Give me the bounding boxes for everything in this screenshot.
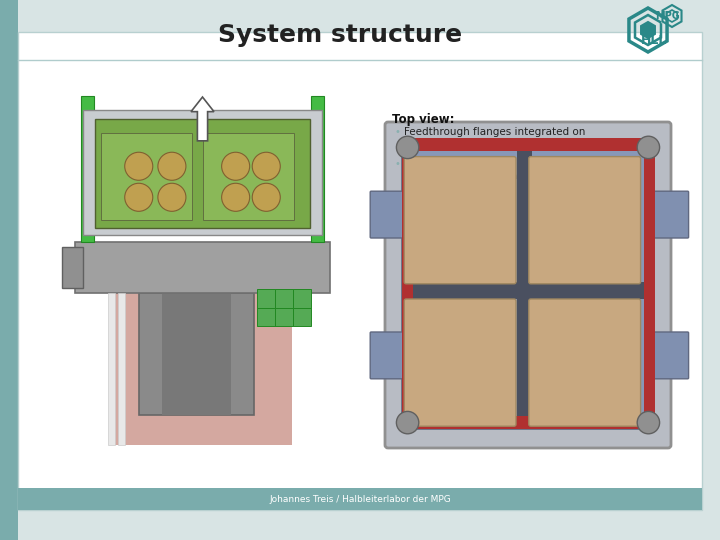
FancyBboxPatch shape (370, 191, 406, 238)
Text: Displacement wrt. ASM accommodated by
"Double L" shaped patchpanel: Displacement wrt. ASM accommodated by "D… (404, 159, 626, 180)
Bar (0, 0, 18, 540)
Polygon shape (641, 22, 655, 38)
Circle shape (397, 136, 419, 159)
FancyBboxPatch shape (75, 242, 330, 293)
FancyBboxPatch shape (402, 141, 654, 429)
Bar (18, 32, 702, 510)
FancyBboxPatch shape (653, 191, 688, 238)
Bar (257, 307, 275, 326)
Bar (293, 289, 311, 307)
FancyBboxPatch shape (528, 299, 641, 426)
Circle shape (158, 152, 186, 180)
Text: Insertion fo comlete FPA stack from below: Insertion fo comlete FPA stack from belo… (92, 134, 312, 144)
Text: •: • (394, 127, 400, 137)
Bar (18, 488, 702, 510)
Text: Top view:: Top view: (392, 113, 454, 126)
Bar (644, 141, 655, 429)
FancyBboxPatch shape (404, 157, 516, 284)
Bar (275, 289, 293, 307)
Bar (62, 247, 83, 288)
Circle shape (637, 136, 660, 159)
Bar (202, 133, 294, 220)
Bar (311, 96, 323, 242)
Circle shape (222, 152, 250, 180)
Bar (402, 138, 654, 151)
Circle shape (125, 183, 153, 211)
Bar (113, 281, 292, 445)
FancyArrow shape (191, 97, 214, 141)
Bar (139, 293, 253, 415)
FancyBboxPatch shape (404, 299, 516, 426)
Bar (81, 96, 94, 242)
Text: MPG: MPG (656, 11, 680, 21)
Text: Johannes Treis / Halbleiterlabor der MPG: Johannes Treis / Halbleiterlabor der MPG (269, 495, 451, 503)
Bar (275, 307, 293, 326)
Bar (257, 289, 275, 307)
Text: •: • (82, 166, 88, 176)
Bar (83, 110, 323, 234)
Circle shape (252, 183, 280, 211)
Circle shape (252, 152, 280, 180)
FancyBboxPatch shape (370, 332, 406, 379)
Bar (95, 119, 310, 228)
Bar (402, 141, 413, 429)
FancyBboxPatch shape (653, 332, 688, 379)
Bar (402, 416, 654, 429)
Bar (293, 307, 311, 326)
Bar (101, 133, 192, 220)
Text: •: • (394, 159, 400, 169)
Bar (108, 293, 114, 445)
Text: •: • (82, 134, 88, 144)
Text: Insertion:: Insertion: (80, 113, 145, 126)
FancyBboxPatch shape (385, 122, 671, 448)
Text: HLL: HLL (641, 33, 667, 46)
Circle shape (158, 183, 186, 211)
Text: No cable mounting from top required after
insertion: No cable mounting from top required afte… (92, 166, 314, 187)
Text: Feedthrough flanges integrated on
baseplate flange: Feedthrough flanges integrated on basepl… (404, 127, 585, 148)
Bar (517, 141, 532, 429)
Circle shape (125, 152, 153, 180)
Bar (118, 293, 125, 445)
Bar (18, 32, 702, 510)
FancyBboxPatch shape (528, 157, 641, 284)
Bar (402, 282, 654, 299)
Text: System structure: System structure (218, 23, 462, 47)
Bar (162, 293, 230, 415)
Circle shape (637, 411, 660, 434)
Circle shape (222, 183, 250, 211)
Circle shape (397, 411, 419, 434)
